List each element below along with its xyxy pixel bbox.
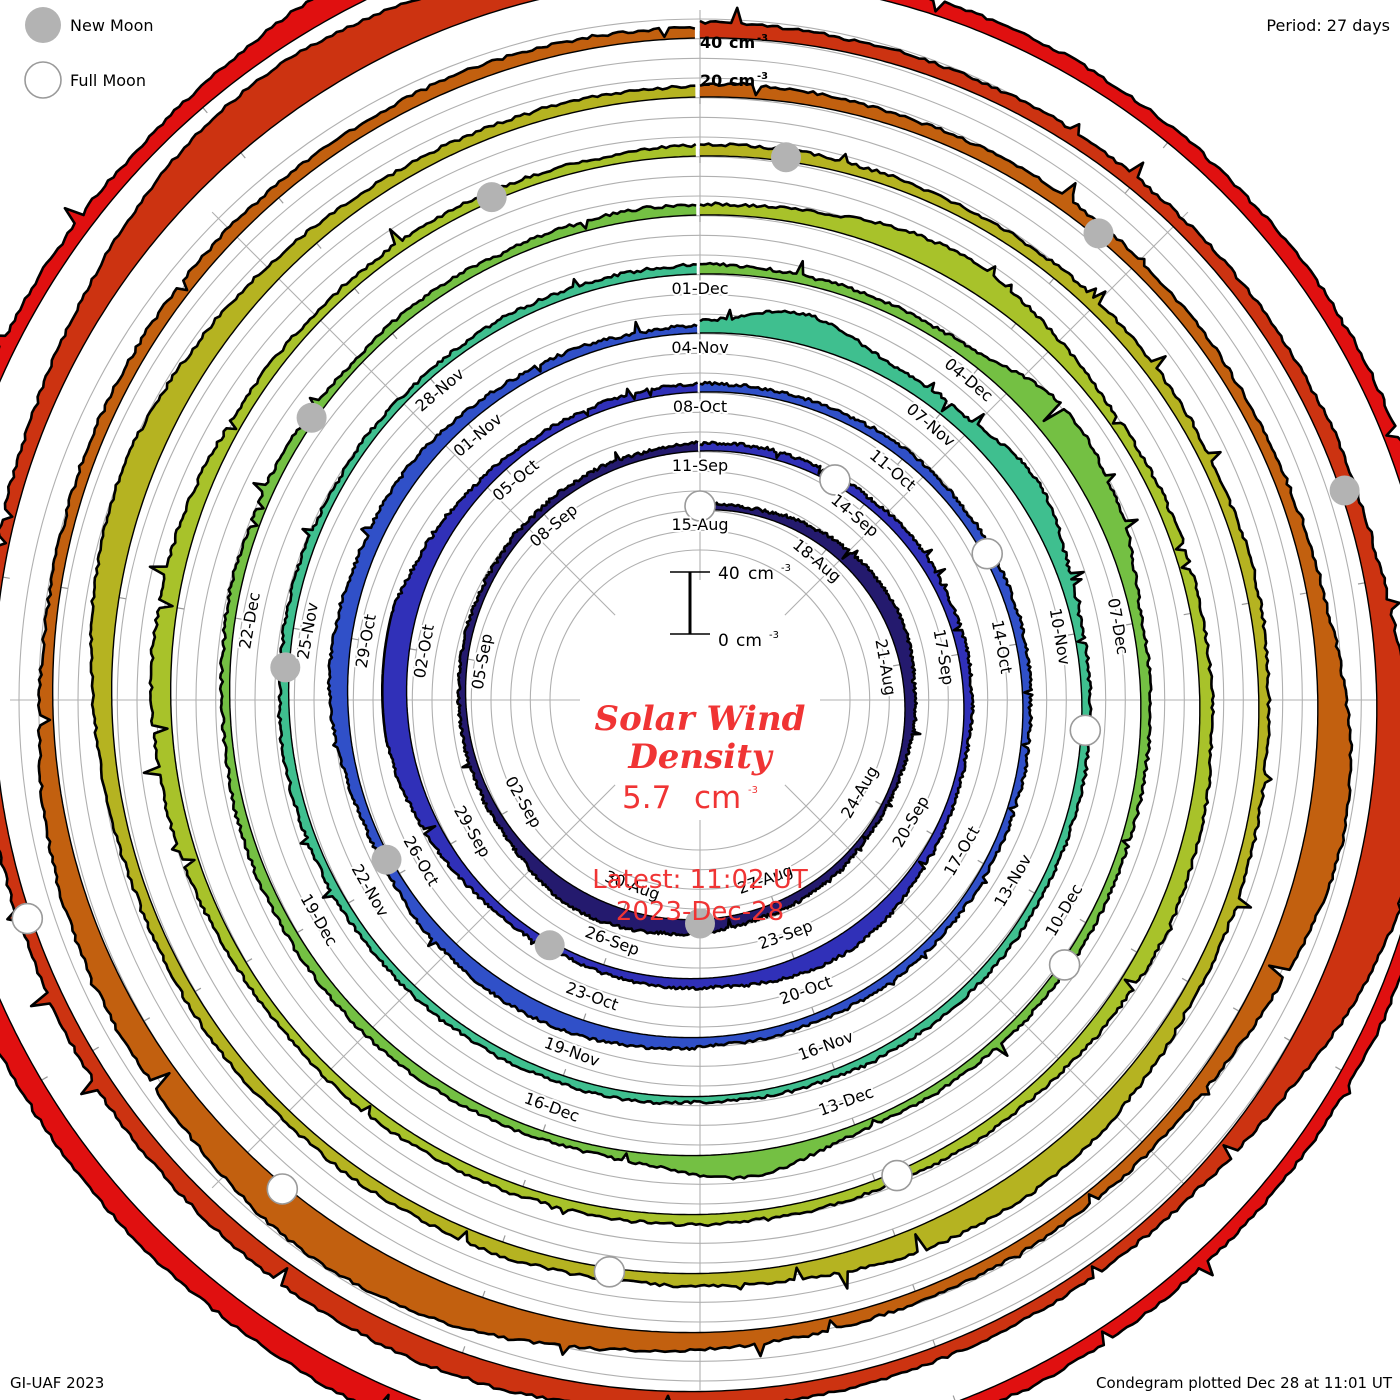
full-moon-marker (881, 1159, 913, 1192)
plotted-label: Condegram plotted Dec 28 at 11:01 UT (1096, 1374, 1393, 1392)
center-scale-bottom-unit: cm (736, 631, 762, 651)
rotation-baseline (170, 155, 1201, 1216)
current-value: 5.7 (622, 780, 671, 816)
rotation-baseline (346, 332, 1024, 1039)
full-moon-marker (1048, 949, 1081, 981)
full-moon-label: Full Moon (70, 71, 146, 90)
density-trace (142, 143, 1215, 1228)
center-scale-top-exp: -3 (781, 563, 791, 574)
new-moon-marker (771, 142, 801, 173)
date-label-text: 08-Oct (673, 397, 727, 416)
rotation-baseline (52, 37, 1319, 1334)
density-trace (326, 320, 1034, 1051)
period-label: Period: 27 days (1266, 16, 1390, 35)
outer-scale-40-value: 40 (700, 33, 722, 52)
full-moon-marker (593, 1256, 626, 1288)
rotation-ring-6 (88, 84, 1273, 1291)
center-scale-top-value: 40 (718, 564, 740, 584)
new-moon-marker (1329, 475, 1360, 506)
current-exponent: -3 (748, 785, 758, 796)
density-trace (88, 84, 1273, 1291)
page-title-line2: Density (627, 737, 774, 777)
new-moon-marker (371, 844, 402, 875)
full-moon-marker (684, 490, 716, 522)
new-moon-icon (25, 7, 61, 43)
rotation-ring-7 (36, 26, 1354, 1358)
current-unit: cm (694, 780, 741, 816)
new-moon-label: New Moon (70, 16, 154, 35)
current-value-group: 5.7 cm -3 (622, 780, 758, 816)
center-scale-bar: 40 cm -3 0 cm -3 (670, 563, 791, 651)
rotation-baseline (405, 391, 965, 980)
new-moon-marker (1083, 218, 1114, 249)
full-moon-marker (266, 1173, 299, 1205)
date-label-text: 04-Nov (671, 338, 728, 357)
full-moon-marker (11, 902, 44, 935)
center-scale-bottom-value: 0 (718, 631, 729, 651)
outer-scale-20: 20 cm -3 (700, 71, 768, 90)
date-label-text: 04-Nov (671, 338, 728, 357)
date-label-text: 01-Dec (671, 279, 728, 298)
date-label-text: 15-Aug (671, 515, 728, 534)
date-label-text: 11-Sep (672, 456, 728, 475)
full-moon-marker (1069, 714, 1102, 747)
legend-new-moon: New Moon (25, 7, 154, 43)
rotation-ring-4 (218, 203, 1153, 1181)
moon-marker-layer (11, 142, 1360, 1288)
date-label-text: 15-Aug (671, 515, 728, 534)
rotation-ring-3 (276, 262, 1093, 1106)
rotation-baseline (229, 214, 1142, 1157)
density-trace (218, 203, 1153, 1181)
outer-scale-40-unit: cm (729, 33, 755, 52)
date-label-text: 01-Dec (671, 279, 728, 298)
day-tick (952, 1395, 956, 1400)
outer-scale-20-value: 20 (700, 71, 722, 90)
full-moon-marker (819, 464, 851, 496)
rotation-ring-1 (381, 381, 975, 991)
rotation-ring-5 (142, 143, 1215, 1228)
outer-scale-20-exp: -3 (757, 71, 768, 82)
latest-time: Latest: 11:02 UT (592, 865, 808, 895)
date-label-text: 08-Oct (673, 397, 727, 416)
new-moon-marker (685, 908, 715, 939)
full-moon-marker (971, 537, 1004, 570)
rotation-baseline (287, 273, 1083, 1098)
rotation-ring-2 (326, 320, 1034, 1051)
page-title-line1: Solar Wind (595, 699, 806, 739)
new-moon-marker (534, 930, 565, 961)
center-scale-bottom-exp: -3 (769, 630, 779, 641)
outer-scale-40-exp: -3 (757, 33, 768, 44)
outer-scale-40: 40 cm -3 (700, 33, 768, 52)
full-moon-icon (24, 61, 62, 99)
date-label-text: 11-Sep (672, 456, 728, 475)
density-trace (381, 381, 975, 991)
center-scale-top-unit: cm (748, 564, 774, 584)
latest-date: 2023-Dec-28 (616, 897, 784, 927)
density-trace (36, 26, 1354, 1358)
outer-scale-20-unit: cm (729, 71, 755, 90)
rotation-baseline (111, 96, 1260, 1275)
density-trace (276, 262, 1093, 1106)
new-moon-marker (270, 652, 301, 683)
legend-full-moon: Full Moon (24, 61, 146, 99)
rotation-baseline (0, 0, 1378, 1393)
new-moon-marker (476, 182, 507, 213)
credit-label: GI-UAF 2023 (10, 1374, 104, 1392)
new-moon-marker (296, 402, 327, 433)
